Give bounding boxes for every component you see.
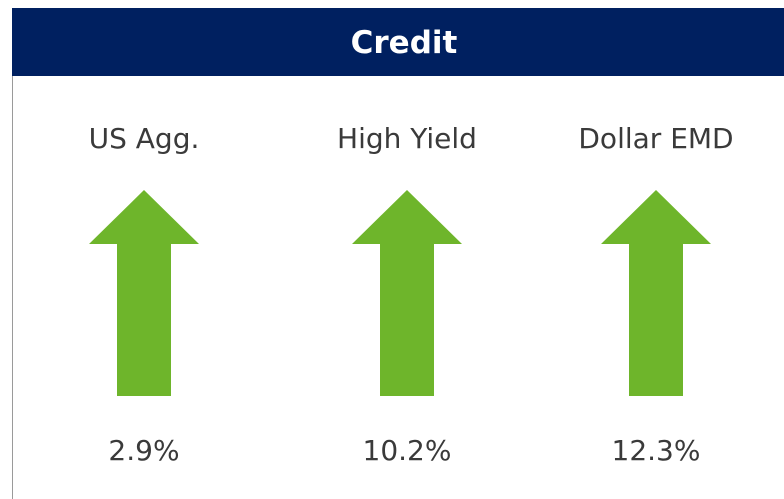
item-label: Dollar EMD (578, 122, 733, 155)
item-label: High Yield (337, 122, 477, 155)
up-arrow (601, 190, 711, 396)
up-arrow (352, 190, 462, 396)
up-arrow (89, 190, 199, 396)
item-value: 2.9% (108, 434, 179, 467)
items: US Agg. 2.9% High Yield 10.2% Dollar EMD 12.3… (89, 122, 734, 467)
item-value: 12.3% (612, 434, 701, 467)
header-bar (12, 8, 784, 76)
item-value: 10.2% (363, 434, 452, 467)
item-label: US Agg. (89, 122, 200, 155)
header-title: Credit (351, 25, 458, 61)
